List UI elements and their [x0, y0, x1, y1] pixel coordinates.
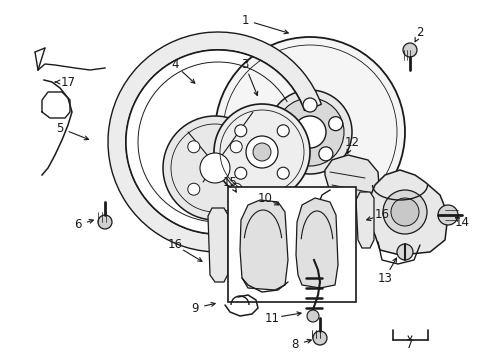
Polygon shape: [207, 208, 227, 282]
Text: 2: 2: [415, 26, 423, 39]
Circle shape: [187, 183, 200, 195]
Polygon shape: [355, 192, 373, 248]
Circle shape: [252, 143, 270, 161]
Circle shape: [98, 215, 112, 229]
Circle shape: [230, 141, 242, 153]
Circle shape: [437, 205, 457, 225]
Circle shape: [277, 125, 288, 137]
Polygon shape: [240, 200, 287, 290]
Circle shape: [293, 116, 325, 148]
Circle shape: [245, 136, 278, 168]
Circle shape: [187, 141, 200, 153]
Circle shape: [214, 104, 309, 200]
Text: 17: 17: [61, 76, 75, 89]
FancyBboxPatch shape: [227, 187, 355, 302]
Text: 4: 4: [171, 58, 179, 72]
Circle shape: [312, 331, 326, 345]
Wedge shape: [108, 32, 321, 252]
Circle shape: [396, 244, 412, 260]
Text: 13: 13: [377, 271, 392, 284]
Text: 15: 15: [222, 175, 237, 189]
Polygon shape: [325, 155, 379, 205]
Text: 8: 8: [291, 338, 298, 351]
Circle shape: [318, 147, 332, 161]
Polygon shape: [367, 170, 447, 255]
Text: 7: 7: [406, 338, 413, 351]
Polygon shape: [295, 198, 337, 288]
Text: 10: 10: [257, 192, 272, 204]
Circle shape: [303, 98, 316, 112]
Circle shape: [200, 153, 229, 183]
Circle shape: [277, 167, 288, 179]
Circle shape: [382, 190, 426, 234]
Circle shape: [275, 98, 343, 166]
Circle shape: [390, 198, 418, 226]
Text: 12: 12: [344, 135, 359, 148]
Circle shape: [286, 147, 301, 161]
Text: 16: 16: [374, 208, 389, 221]
Text: 1: 1: [241, 13, 248, 27]
Text: 16: 16: [167, 238, 182, 252]
Circle shape: [277, 117, 291, 131]
Circle shape: [230, 183, 242, 195]
Circle shape: [267, 90, 351, 174]
Circle shape: [234, 125, 246, 137]
Circle shape: [402, 43, 416, 57]
Text: 3: 3: [241, 58, 248, 72]
Text: 5: 5: [56, 122, 63, 135]
Circle shape: [215, 37, 404, 227]
Text: 9: 9: [191, 302, 198, 315]
Text: 6: 6: [74, 219, 81, 231]
Circle shape: [234, 167, 246, 179]
Text: 14: 14: [453, 216, 468, 229]
Circle shape: [163, 116, 266, 220]
Circle shape: [306, 310, 318, 322]
Text: 11: 11: [264, 311, 279, 324]
Circle shape: [328, 117, 342, 131]
